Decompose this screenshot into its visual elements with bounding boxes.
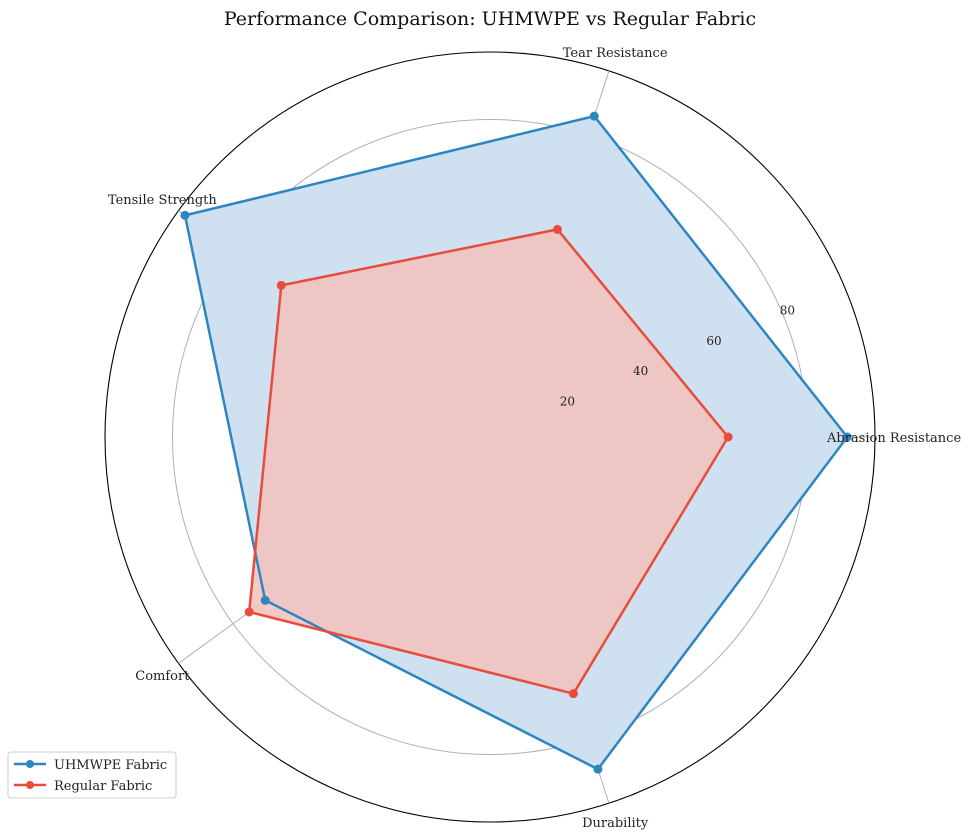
series-layer (180, 111, 852, 774)
legend: UHMWPE Fabric Regular Fabric (7, 751, 177, 799)
legend-entry-regular: Regular Fabric (54, 779, 152, 794)
legend-marker-regular (26, 781, 34, 789)
radial-tick-label-40: 40 (633, 364, 648, 378)
series-line-regular-fabric (247, 228, 730, 695)
point-uhmwpe-fabric-durability (593, 764, 603, 774)
radial-tick-label-80: 80 (780, 303, 795, 317)
point-uhmwpe-fabric-comfort (260, 595, 270, 605)
legend-box (7, 751, 177, 799)
category-label-tear-resistance: Tear Resistance (563, 46, 668, 61)
point-regular-fabric-tensile-strength (276, 280, 286, 290)
legend-marker-uhmwpe (26, 760, 34, 768)
point-uhmwpe-fabric-tensile-strength (180, 210, 190, 220)
series-line-uhmwpe-fabric (183, 114, 849, 771)
point-regular-fabric-comfort (244, 607, 254, 617)
point-regular-fabric-abrasion-resistance (723, 432, 733, 442)
radial-tick-label-20: 20 (560, 395, 575, 409)
category-label-comfort: Comfort (135, 669, 190, 684)
point-regular-fabric-tear-resistance (552, 224, 562, 234)
category-label-tensile-strength: Tensile Strength (108, 193, 217, 208)
point-uhmwpe-fabric-abrasion-resistance (842, 432, 852, 442)
radial-tick-label-60: 60 (706, 334, 721, 348)
label-layer: 20 40 60 80 Abrasion Resistance Tear Resistan… (108, 46, 962, 831)
point-uhmwpe-fabric-tear-resistance (589, 111, 599, 121)
category-label-abrasion-resistance: Abrasion Resistance (826, 431, 961, 446)
legend-entry-uhmwpe: UHMWPE Fabric (54, 758, 167, 773)
point-regular-fabric-durability (568, 689, 578, 699)
series-area-regular-fabric (249, 229, 729, 694)
category-label-durability: Durability (582, 816, 649, 831)
chart-title: Performance Comparison: UHMWPE vs Regula… (224, 8, 756, 30)
